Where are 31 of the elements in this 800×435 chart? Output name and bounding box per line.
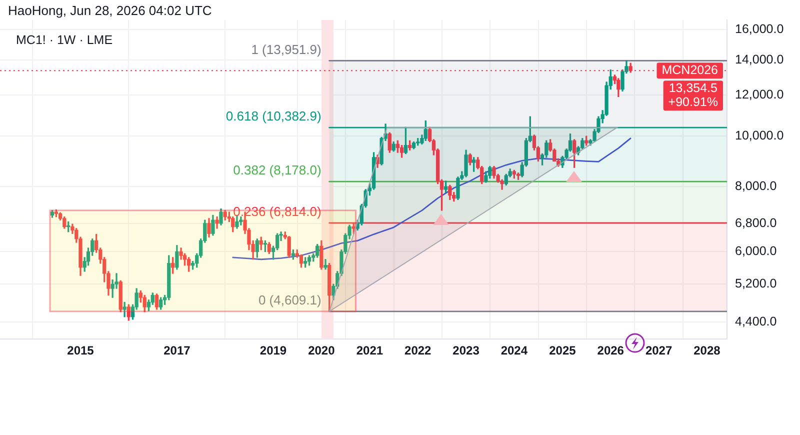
y-tick-label: 14,000.0	[735, 52, 784, 66]
y-tick-label: 10,000.0	[735, 128, 784, 143]
series-label: 0 (4,609.1)	[258, 292, 322, 308]
x-tick-label: 2021	[356, 344, 384, 358]
x-tick-label: 2015	[67, 344, 94, 358]
x-tick-label: 2022	[404, 344, 432, 358]
x-tick-label: 2019	[260, 344, 287, 358]
y-tick-label: 4,400.0	[735, 314, 777, 328]
x-tick-label: 2024	[500, 344, 528, 358]
x-tick-label: 2028	[694, 344, 721, 358]
text: HaoHong, Jun 28, 2026 04:02 UTC	[8, 3, 212, 18]
ref-line-label: MCN2026	[662, 63, 718, 78]
y-tick-label: 8,000.0	[735, 179, 777, 194]
series-label: 0.382 (8,178.0)	[233, 162, 322, 178]
y-tick-label: 5,200.0	[735, 276, 777, 291]
series-label: 1 (13,951.9)	[251, 42, 322, 57]
x-tick-label: 2026	[597, 344, 624, 358]
x-tick-label: 2023	[452, 344, 480, 358]
x-tick-label: 2020	[308, 344, 336, 358]
x-tick-label: 2017	[164, 344, 191, 358]
text: MC1! · 1W · LME	[16, 33, 113, 47]
y-tick-label: 12,000.0	[735, 87, 784, 102]
y-tick-label: 6,000.0	[735, 244, 777, 258]
annotation: 13,354.5	[668, 81, 718, 96]
y-tick-label: 6,800.0	[735, 216, 777, 230]
series-label: 0.236 (6,814.0)	[233, 204, 322, 219]
y-tick-label: 16,000.0	[735, 22, 784, 36]
annotation: +90.91%	[668, 95, 718, 110]
series-label: 0.618 (10,382.9)	[226, 108, 322, 124]
x-tick-label: 2025	[549, 344, 576, 358]
x-tick-label: 2027	[645, 344, 672, 358]
